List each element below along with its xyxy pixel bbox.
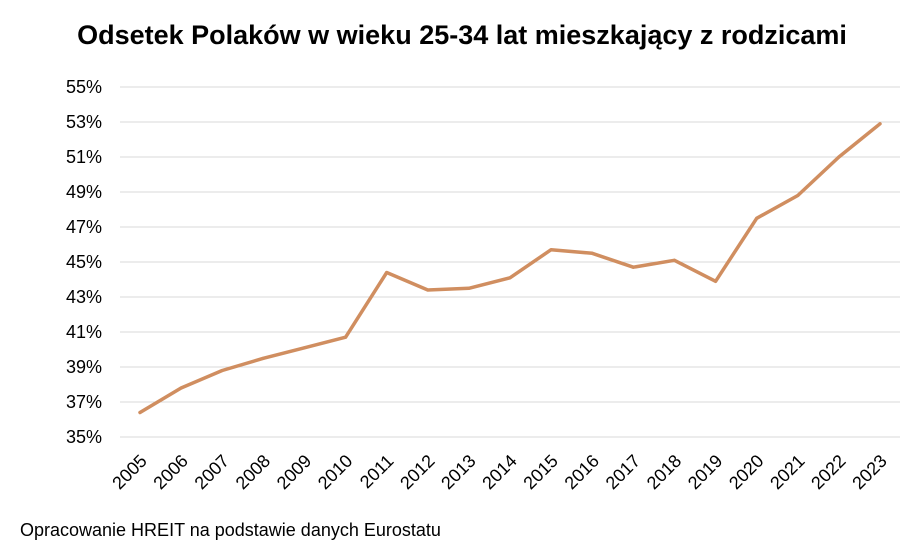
x-tick-label: 2021 [766,451,808,493]
x-tick-label: 2006 [149,451,191,493]
data-point [714,279,718,283]
source-note: Opracowanie HREIT na podstawie danych Eu… [20,520,441,540]
x-tick-label: 2011 [356,451,398,493]
data-point [344,335,348,339]
data-point [837,155,841,159]
data-point [385,271,389,274]
data-point [302,346,306,350]
data-point [755,216,759,220]
y-tick-label: 55% [66,77,102,97]
x-tick-label: 2023 [848,451,890,493]
data-point [138,411,142,414]
data-point [261,356,265,360]
y-tick-label: 35% [66,427,102,447]
data-point [590,251,594,255]
x-tick-label: 2005 [108,451,150,493]
x-tick-label: 2008 [232,451,274,493]
x-tick-label: 2015 [519,451,561,493]
y-tick-label: 45% [66,252,102,272]
data-point [179,386,183,390]
data-point [467,286,471,290]
data-point [796,194,800,197]
y-tick-label: 41% [66,322,102,342]
y-tick-label: 47% [66,217,102,237]
data-point [631,265,635,269]
x-tick-label: 2009 [273,451,315,493]
x-tick-label: 2013 [437,451,479,493]
x-tick-label: 2007 [191,451,233,493]
data-point [878,122,882,126]
x-tick-label: 2012 [396,451,438,493]
plot-area [138,122,882,415]
series-line [138,122,882,415]
y-tick-label: 43% [66,287,102,307]
x-tick-label: 2019 [684,451,726,493]
y-tick-label: 49% [66,182,102,202]
chart-title: Odsetek Polaków w wieku 25-34 lat mieszk… [77,20,847,50]
data-point [426,288,430,292]
y-tick-label: 37% [66,392,102,412]
data-point [672,258,676,262]
x-tick-label: 2018 [643,451,685,493]
y-tick-label: 39% [66,357,102,377]
x-tick-label: 2016 [561,451,603,493]
data-point [220,369,224,372]
data-point [508,276,512,280]
x-tick-label: 2017 [602,451,644,493]
gridlines [120,86,900,438]
data-point [549,248,553,252]
y-tick-label: 51% [66,147,102,167]
y-tick-label: 53% [66,112,102,132]
x-tick-label: 2022 [807,451,849,493]
x-tick-label: 2014 [478,451,520,493]
y-axis-labels: 35% 37% 39% 41% 43% 45% 47% 49% 51% 53% 55% [66,77,102,447]
x-tick-label: 2010 [314,451,356,493]
x-tick-label: 2020 [725,451,767,493]
